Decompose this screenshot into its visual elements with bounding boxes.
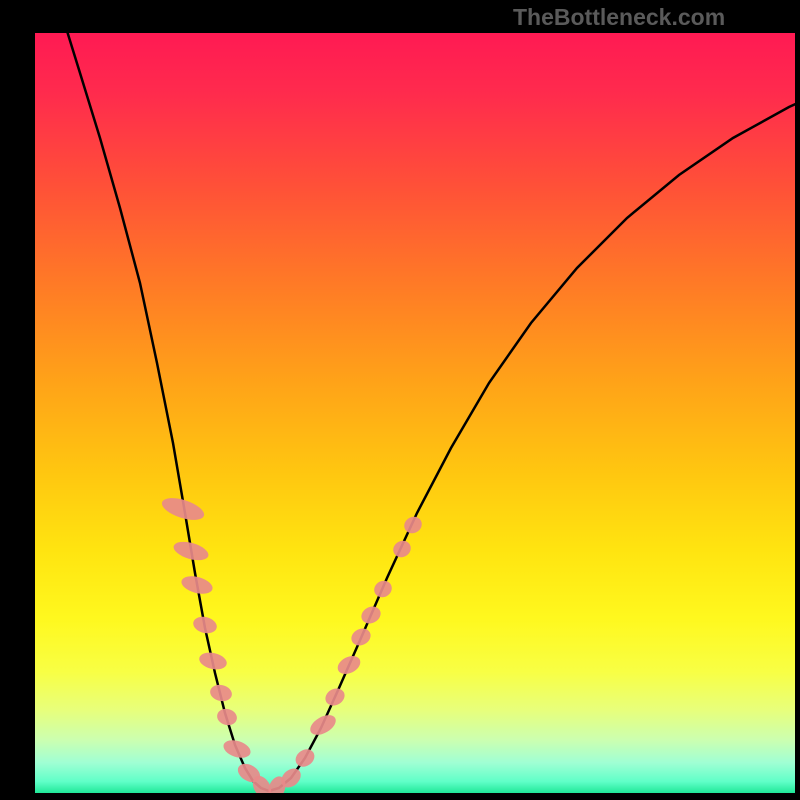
chart-svg: [35, 33, 795, 793]
watermark-text: TheBottleneck.com: [513, 4, 725, 31]
plot-area: [35, 33, 795, 793]
gradient-background: [35, 33, 795, 793]
chart-container: TheBottleneck.com: [0, 0, 800, 800]
